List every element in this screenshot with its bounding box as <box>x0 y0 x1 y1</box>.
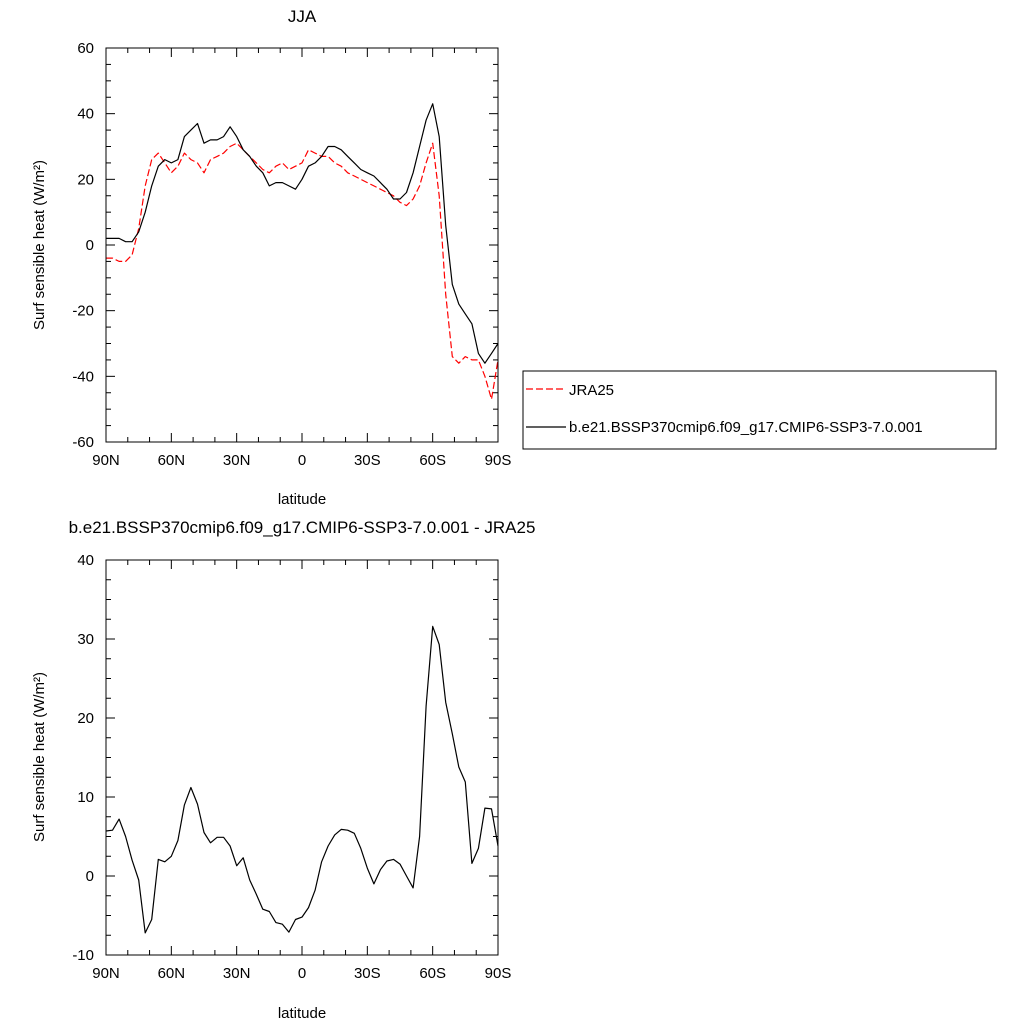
difference-y-tick-labels: -10 0 10 20 30 40 <box>72 552 94 964</box>
difference-x-tick-labels: 90N 60N 30N 0 30S 60S 90S <box>92 965 511 982</box>
x-tick-label: 60N <box>158 452 186 469</box>
legend-box <box>522 370 997 450</box>
x-tick-label: 30S <box>354 452 381 469</box>
jja-plot-frame <box>105 47 499 443</box>
jja-legend: JRA25 b.e21.BSSP370cmip6.f09_g17.CMIP6-S… <box>522 370 997 450</box>
difference-title: b.e21.BSSP370cmip6.f09_g17.CMIP6-SSP3-7.… <box>69 518 536 537</box>
jja-y-tick-labels: -60 -40 -20 0 20 40 60 <box>72 40 94 451</box>
difference-y-axis-label: Surf sensible heat (W/m²) <box>31 672 48 842</box>
difference-series-line-model <box>105 625 499 934</box>
x-tick-label: 90S <box>485 965 512 982</box>
jja-y-axis-label: Surf sensible heat (W/m²) <box>31 160 48 330</box>
legend-jra25-label: JRA25 <box>569 382 614 399</box>
x-tick-label: 30N <box>223 965 251 982</box>
x-tick-label: 30S <box>354 965 381 982</box>
y-tick-label: 40 <box>77 106 94 123</box>
x-tick-label: 60S <box>419 452 446 469</box>
x-tick-label: 60S <box>419 965 446 982</box>
jja-x-tick-labels: 90N 60N 30N 0 30S 60S 90S <box>92 452 511 469</box>
difference-x-axis-label: latitude <box>278 1005 326 1022</box>
jja-lines <box>106 103 499 400</box>
y-tick-label: -20 <box>72 303 94 320</box>
x-tick-label: 90N <box>92 452 120 469</box>
y-tick-label: 40 <box>77 552 94 569</box>
x-tick-label: 90S <box>485 452 512 469</box>
jja-title: JJA <box>288 7 317 26</box>
y-tick-label: -60 <box>72 434 94 451</box>
y-tick-label: 20 <box>77 171 94 188</box>
x-tick-label: 30N <box>223 452 251 469</box>
x-tick-label: 60N <box>158 965 186 982</box>
x-tick-label: 90N <box>92 965 120 982</box>
x-tick-label: 0 <box>298 452 306 469</box>
y-tick-label: 20 <box>77 710 94 727</box>
y-tick-label: 0 <box>86 237 94 254</box>
y-tick-label: 0 <box>86 868 94 885</box>
legend-model-label: b.e21.BSSP370cmip6.f09_g17.CMIP6-SSP3-7.… <box>569 419 923 436</box>
y-tick-label: 60 <box>77 40 94 57</box>
jja-series-line-model <box>106 103 499 364</box>
y-tick-label: 30 <box>77 631 94 648</box>
difference-plot-frame <box>105 559 499 956</box>
difference-lines <box>105 625 499 934</box>
y-tick-label: -10 <box>72 947 94 964</box>
x-tick-label: 0 <box>298 965 306 982</box>
y-tick-label: -40 <box>72 368 94 385</box>
difference-ticks <box>105 559 499 956</box>
difference-panel: b.e21.BSSP370cmip6.f09_g17.CMIP6-SSP3-7.… <box>31 518 535 1022</box>
jja-panel: JJA 90N 60N 30N 0 30S 60S 90S -60 -40 -20 0 20 40 60… <box>31 7 997 508</box>
y-tick-label: 10 <box>77 789 94 806</box>
jja-ticks <box>105 47 499 443</box>
jja-series-line-jra25 <box>106 142 499 400</box>
jja-x-axis-label: latitude <box>278 491 326 508</box>
